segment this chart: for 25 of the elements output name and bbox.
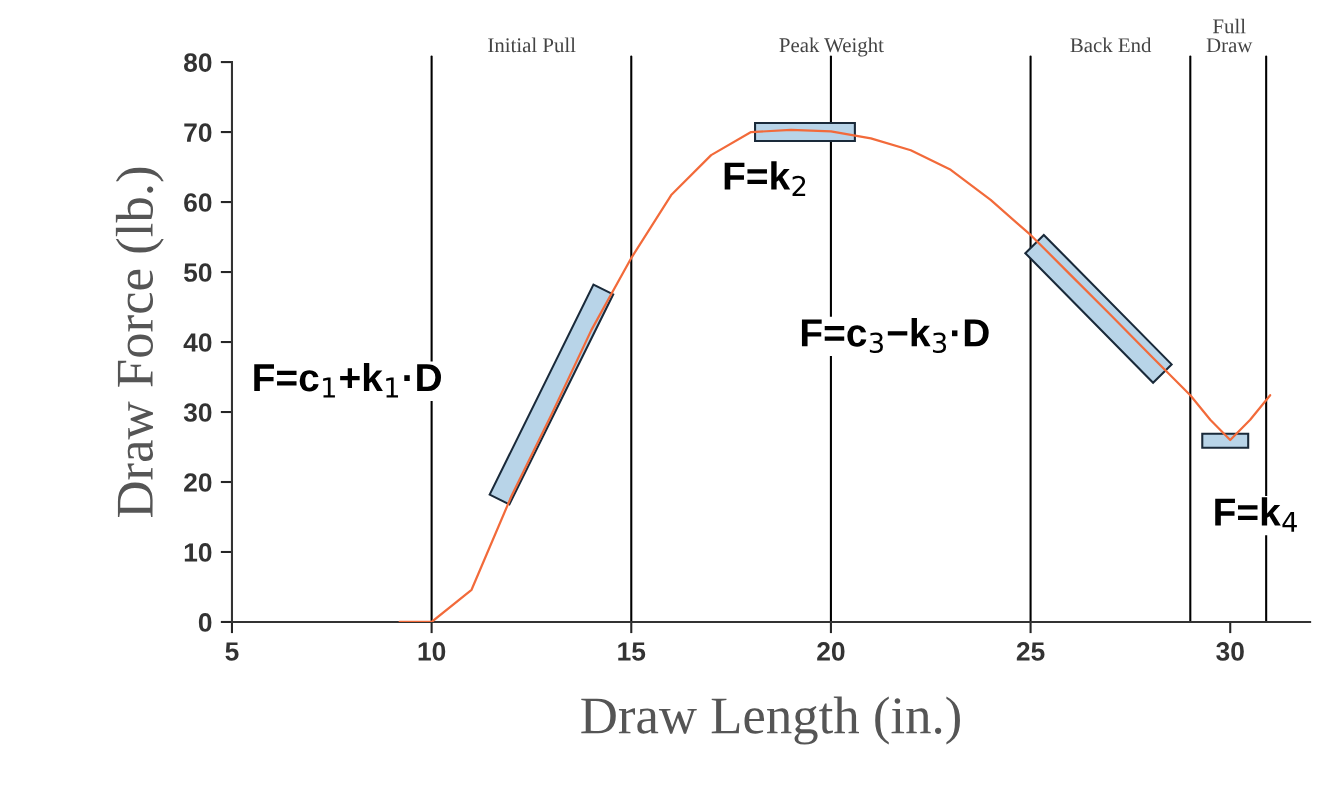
annotation: F=k$_{2}$ (724, 161, 806, 196)
x-tick-label: 15 (618, 642, 646, 661)
x-tick-label: 20 (817, 642, 845, 661)
text: Peak Weight (779, 37, 884, 57)
y-tick-label: 80 (184, 53, 212, 72)
y-tick-label: 40 (183, 333, 212, 352)
annotation: F=c$_{1}$+k$_{1}$·D (254, 362, 441, 398)
y-axis-title: Draw Force (lb.) (115, 167, 164, 518)
y-tick-label: 10 (184, 543, 212, 562)
x-tick-label: 25 (1016, 642, 1045, 661)
x-tick-label: 10 (418, 642, 446, 661)
annotation: F=c$_{3}$−k$_{3}$·D (801, 318, 989, 354)
text: Initial Pull (488, 37, 576, 53)
y-tick-label: 70 (184, 123, 212, 142)
y-tick-label: 0 (198, 613, 212, 632)
annotation: F=k$_{4}$ (1215, 497, 1297, 532)
x-tick-label: 30 (1216, 642, 1244, 661)
text: Back End (1070, 37, 1152, 53)
y-tick-label: 60 (184, 193, 212, 212)
y-tick-label: 50 (183, 263, 212, 282)
y-tick-label: 30 (183, 403, 212, 422)
y-tick-label: 20 (184, 473, 212, 492)
text: Full Draw (1206, 18, 1253, 53)
x-tick-label: 5 (225, 642, 239, 661)
x-axis-title: Draw Length (in.) (581, 696, 960, 745)
